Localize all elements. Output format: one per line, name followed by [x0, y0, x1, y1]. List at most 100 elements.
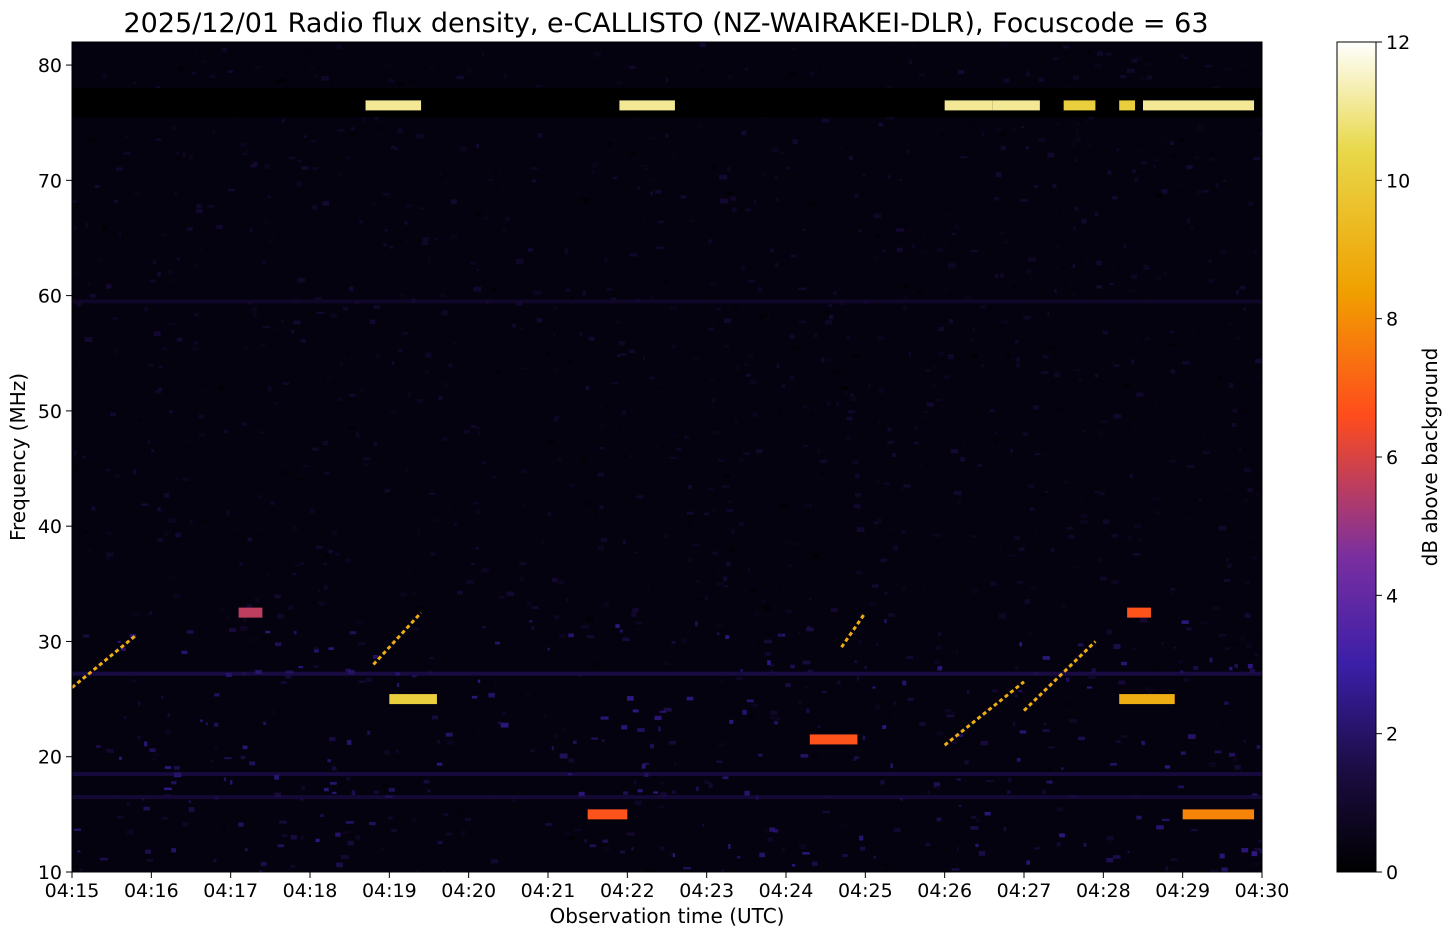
noise-speck — [79, 868, 82, 872]
noise-speck — [281, 470, 290, 475]
noise-speck — [520, 436, 524, 440]
noise-speck — [711, 164, 716, 170]
noise-speck — [629, 150, 636, 155]
noise-speck — [762, 115, 766, 120]
noise-speck — [218, 778, 225, 784]
y-axis-label: Frequency (MHz) — [6, 373, 30, 541]
noise-speck — [302, 464, 310, 467]
noise-speck — [317, 589, 321, 592]
noise-speck — [273, 402, 279, 405]
noise-speck — [1074, 137, 1082, 142]
noise-speck — [896, 247, 903, 253]
noise-speck — [876, 643, 879, 646]
noise-speck — [463, 429, 471, 434]
noise-speck — [554, 368, 557, 373]
noise-speck — [650, 743, 654, 749]
noise-speck — [143, 806, 150, 811]
noise-speck — [1183, 678, 1190, 682]
noise-speck — [125, 135, 130, 138]
noise-speck — [936, 817, 942, 822]
noise-speck — [1091, 668, 1096, 673]
noise-speck — [606, 288, 613, 291]
noise-speck — [134, 191, 140, 195]
noise-speck — [1190, 828, 1199, 832]
noise-speck — [373, 305, 381, 309]
noise-speck — [750, 703, 759, 708]
noise-speck — [198, 433, 206, 437]
noise-speck — [1192, 331, 1195, 335]
noise-speck — [438, 395, 443, 400]
noise-speck — [737, 57, 742, 62]
noise-speck — [86, 548, 92, 554]
noise-speck — [1130, 274, 1138, 279]
noise-speck — [529, 184, 532, 189]
noise-speck — [390, 411, 398, 414]
noise-speck — [1068, 534, 1075, 539]
noise-speck — [918, 620, 926, 624]
noise-speck — [1134, 56, 1142, 61]
noise-speck — [821, 690, 827, 693]
noise-speck — [512, 798, 517, 802]
noise-speck — [1062, 281, 1068, 285]
noise-speck — [305, 49, 313, 54]
noise-speck — [1110, 763, 1117, 766]
noise-speck — [149, 748, 156, 753]
noise-speck — [154, 390, 161, 394]
x-tick-label: 04:23 — [679, 880, 734, 902]
noise-speck — [340, 855, 349, 859]
noise-speck — [776, 363, 780, 368]
noise-speck — [1072, 848, 1076, 853]
noise-speck — [1234, 663, 1238, 668]
noise-speck — [762, 171, 766, 177]
noise-speck — [470, 425, 477, 429]
noise-speck — [649, 295, 653, 299]
noise-speck — [616, 81, 623, 84]
noise-speck — [797, 629, 804, 632]
noise-speck — [882, 725, 887, 730]
x-tick-label: 04:29 — [1155, 880, 1210, 902]
noise-speck — [721, 485, 730, 488]
noise-speck — [260, 861, 267, 867]
noise-speck — [736, 676, 743, 680]
noise-speck — [738, 522, 745, 526]
noise-speck — [1155, 669, 1160, 673]
noise-speck — [980, 740, 989, 746]
noise-speck — [267, 573, 270, 576]
noise-speck — [1115, 740, 1121, 744]
noise-speck — [182, 477, 190, 482]
noise-speck — [101, 226, 107, 232]
noise-speck — [547, 511, 552, 516]
noise-speck — [138, 419, 143, 422]
noise-speck — [111, 233, 115, 237]
noise-speck — [249, 761, 256, 766]
noise-speck — [439, 245, 443, 248]
noise-speck — [110, 429, 114, 435]
noise-speck — [1038, 379, 1042, 384]
noise-speck — [557, 759, 561, 765]
noise-speck — [1094, 374, 1098, 378]
noise-speck — [1156, 825, 1164, 830]
noise-speck — [218, 386, 225, 391]
noise-speck — [1232, 642, 1239, 645]
noise-speck — [972, 327, 976, 332]
noise-speck — [176, 250, 182, 255]
noise-speck — [227, 70, 233, 73]
noise-speck — [83, 634, 90, 638]
noise-speck — [1153, 247, 1157, 251]
noise-speck — [818, 66, 823, 71]
noise-speck — [627, 556, 631, 561]
noise-speck — [633, 780, 637, 785]
noise-speck — [956, 778, 961, 781]
noise-speck — [734, 419, 738, 425]
noise-speck — [1225, 558, 1229, 562]
noise-speck — [1229, 752, 1236, 757]
noise-speck — [175, 152, 180, 155]
noise-speck — [161, 346, 168, 351]
noise-speck — [1256, 376, 1262, 379]
noise-speck — [397, 82, 405, 87]
noise-speck — [891, 452, 897, 458]
noise-speck — [123, 716, 127, 719]
noise-speck — [788, 54, 795, 57]
noise-speck — [1085, 567, 1091, 572]
